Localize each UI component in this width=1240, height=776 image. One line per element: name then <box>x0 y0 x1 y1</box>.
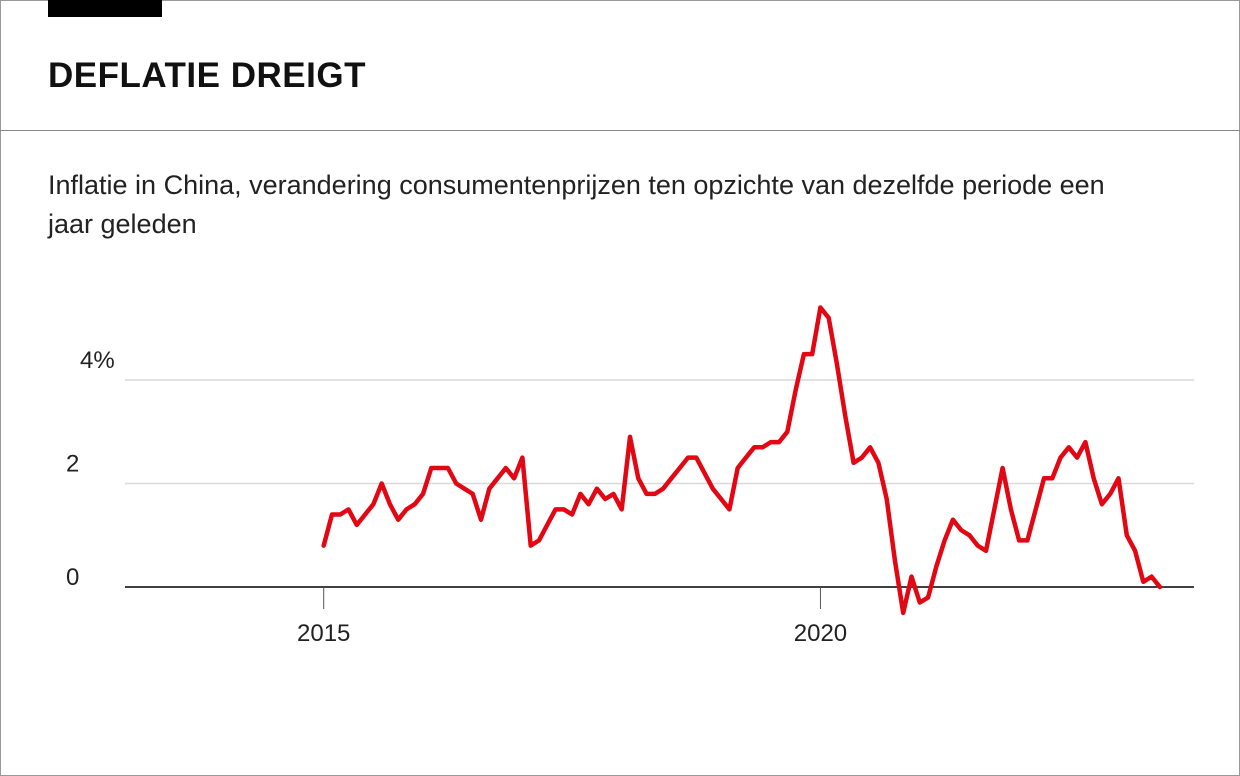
cpi-inflation-line <box>321 305 1163 616</box>
x-tick-label: 2015 <box>297 620 350 647</box>
y-tick-label: 4% <box>80 347 115 374</box>
y-tick-label: 0 <box>66 564 79 591</box>
chart-subtitle: Inflatie in China, verandering consument… <box>48 170 1105 239</box>
chart-title: DEFLATIE DREIGT <box>48 56 366 95</box>
x-tick-label: 2020 <box>794 620 847 647</box>
y-tick-label: 2 <box>66 451 79 478</box>
title-divider <box>0 130 1240 131</box>
brand-bar <box>48 0 162 17</box>
